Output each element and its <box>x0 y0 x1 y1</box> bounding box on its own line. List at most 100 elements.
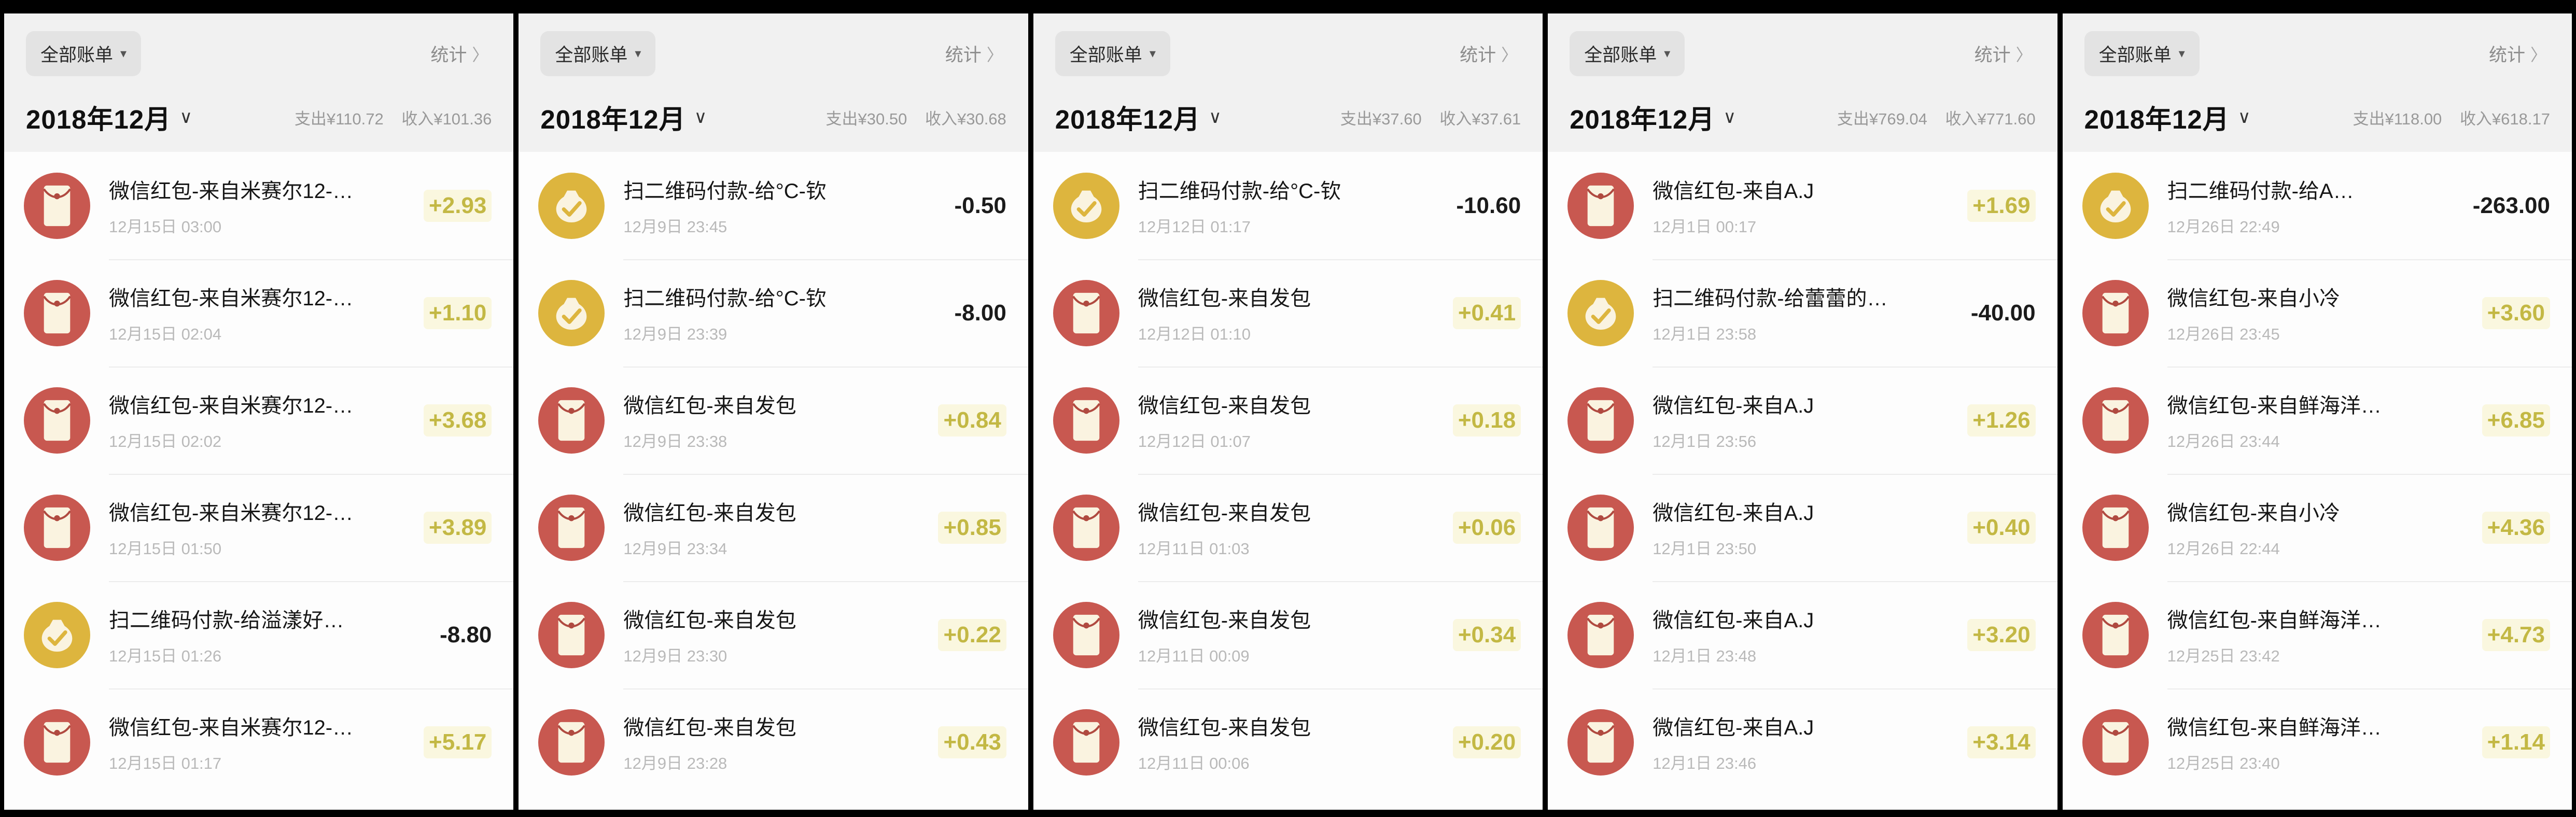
transaction-date: 12月1日 23:50 <box>1653 540 1757 558</box>
transaction-info: 微信红包-来自A.J 12月1日 00:17 <box>1653 174 1959 237</box>
avatar <box>2082 494 2149 561</box>
transaction-info: 微信红包-来自发包 12月11日 00:09 <box>1138 603 1445 666</box>
red-packet-icon <box>1072 722 1100 763</box>
transaction-row[interactable]: 微信红包-来自发包 12月9日 23:38 +0.84 <box>519 367 1028 474</box>
transaction-row[interactable]: 微信红包-来自发包 12月12日 01:07 +0.18 <box>1033 367 1543 474</box>
avatar <box>2082 279 2149 346</box>
filter-all-bills-button[interactable]: 全部账单 ▾ <box>26 31 142 76</box>
transaction-row[interactable]: 微信红包-来自发包 12月9日 23:28 +0.43 <box>519 688 1028 796</box>
transaction-amount: +0.84 <box>938 404 1006 436</box>
transaction-row[interactable]: 微信红包-来自发包 12月9日 23:34 +0.85 <box>519 474 1028 581</box>
transaction-row[interactable]: 微信红包-来自A.J 12月1日 00:17 +1.69 <box>1548 152 2057 259</box>
filter-all-bills-button[interactable]: 全部账单 ▾ <box>1055 31 1170 76</box>
transaction-title: 微信红包-来自米赛尔12-… <box>109 287 354 310</box>
transaction-amount: +1.14 <box>2482 726 2550 758</box>
transaction-row[interactable]: 微信红包-来自发包 12月11日 01:03 +0.06 <box>1033 474 1543 581</box>
transaction-amount: -263.00 <box>2472 192 2550 218</box>
avatar <box>1567 601 1634 668</box>
transaction-row[interactable]: 微信红包-来自米赛尔12-… 12月15日 01:17 +5.17 <box>4 688 514 796</box>
transaction-amount: -8.80 <box>440 622 492 647</box>
avatar <box>1053 494 1119 561</box>
transaction-row[interactable]: 微信红包-来自小冷 12月26日 22:44 +4.36 <box>2063 474 2572 581</box>
red-packet-icon <box>43 185 71 226</box>
transaction-info: 微信红包-来自发包 12月12日 01:07 <box>1138 389 1445 452</box>
filter-all-bills-button[interactable]: 全部账单 ▾ <box>540 31 656 76</box>
month-selector[interactable]: 2018年12月 ∨ <box>2084 98 2251 136</box>
statistics-button[interactable]: 统计 〉 <box>427 40 492 67</box>
month-label: 2018年12月 <box>540 105 686 134</box>
filter-all-bills-button[interactable]: 全部账单 ▾ <box>1570 31 1685 76</box>
transaction-row[interactable]: 微信红包-来自鲜海洋… 12月25日 23:42 +4.73 <box>2063 581 2572 688</box>
transaction-date: 12月25日 23:40 <box>2167 754 2280 772</box>
transaction-date: 12月9日 23:28 <box>623 754 727 772</box>
month-selector[interactable]: 2018年12月 ∨ <box>540 98 707 136</box>
avatar <box>538 279 605 346</box>
month-selector[interactable]: 2018年12月 ∨ <box>1570 98 1736 136</box>
chevron-down-icon: ∨ <box>179 107 193 127</box>
transaction-row[interactable]: 扫二维码付款-给°C-钦 12月9日 23:45 -0.50 <box>519 152 1028 259</box>
statistics-button[interactable]: 统计 〉 <box>1971 40 2036 67</box>
red-packet-icon <box>2101 507 2130 548</box>
statistics-button[interactable]: 统计 〉 <box>942 40 1006 67</box>
transaction-amount: +3.60 <box>2482 297 2550 329</box>
avatar <box>1567 279 1634 346</box>
transaction-title: 微信红包-来自发包 <box>1138 716 1311 739</box>
avatar <box>1053 279 1119 346</box>
transaction-row[interactable]: 微信红包-来自发包 12月11日 00:06 +0.20 <box>1033 688 1543 796</box>
statistics-label: 统计 <box>945 45 982 65</box>
transaction-row[interactable]: 微信红包-来自A.J 12月1日 23:50 +0.40 <box>1548 474 2057 581</box>
chevron-down-icon: ∨ <box>1723 107 1737 127</box>
transaction-info: 微信红包-来自小冷 12月26日 22:44 <box>2167 496 2474 559</box>
bill-panel-3: 全部账单 ▾ 统计 〉 2018年12月 ∨ 支出¥37.60 收入¥37.61 <box>1033 13 1543 810</box>
transaction-date: 12月26日 22:49 <box>2167 218 2280 236</box>
transaction-row[interactable]: 扫二维码付款-给°C-钦 12月9日 23:39 -8.00 <box>519 259 1028 367</box>
red-packet-icon <box>2101 292 2130 333</box>
month-selector[interactable]: 2018年12月 ∨ <box>26 98 192 136</box>
transaction-row[interactable]: 扫二维码付款-给溢漾好… 12月15日 01:26 -8.80 <box>4 581 514 688</box>
transaction-amount: +0.20 <box>1452 726 1521 758</box>
filter-all-bills-button[interactable]: 全部账单 ▾ <box>2084 31 2200 76</box>
transaction-row[interactable]: 微信红包-来自A.J 12月1日 23:48 +3.20 <box>1548 581 2057 688</box>
month-summary: 支出¥769.04 收入¥771.60 <box>1837 106 2036 129</box>
transaction-date: 12月11日 01:03 <box>1138 540 1250 558</box>
transaction-amount: +6.85 <box>2482 404 2550 436</box>
transaction-row[interactable]: 微信红包-来自发包 12月12日 01:10 +0.41 <box>1033 259 1543 367</box>
transaction-title: 扫二维码付款-给°C-钦 <box>1138 180 1341 203</box>
red-packet-icon <box>557 722 586 763</box>
income-total: 收入¥37.61 <box>1439 109 1521 128</box>
transaction-amount: +4.36 <box>2482 511 2550 544</box>
transaction-amount: +1.10 <box>424 297 492 329</box>
red-packet-icon <box>557 400 586 441</box>
chevron-down-icon: ▾ <box>2178 47 2185 61</box>
red-packet-icon <box>1587 507 1615 548</box>
statistics-button[interactable]: 统计 〉 <box>1457 40 1521 67</box>
money-bag-icon <box>556 190 587 222</box>
avatar <box>1567 172 1634 239</box>
transaction-row[interactable]: 扫二维码付款-给°C-钦 12月12日 01:17 -10.60 <box>1033 152 1543 259</box>
transaction-row[interactable]: 微信红包-来自米赛尔12-… 12月15日 03:00 +2.93 <box>4 152 513 259</box>
transaction-row[interactable]: 微信红包-来自小冷 12月26日 23:45 +3.60 <box>2063 259 2572 367</box>
red-packet-icon <box>1587 614 1615 655</box>
transaction-title: 微信红包-来自发包 <box>1138 395 1311 417</box>
avatar <box>2082 172 2149 239</box>
transaction-amount: +0.41 <box>1452 297 1521 329</box>
transaction-title: 微信红包-来自小冷 <box>2167 287 2340 310</box>
transaction-row[interactable]: 微信红包-来自米赛尔12-… 12月15日 02:02 +3.68 <box>4 367 514 474</box>
transaction-row[interactable]: 微信红包-来自发包 12月9日 23:30 +0.22 <box>519 581 1028 688</box>
transaction-row[interactable]: 微信红包-来自米赛尔12-… 12月15日 01:50 +3.89 <box>4 474 514 581</box>
transaction-title: 微信红包-来自鲜海洋… <box>2167 395 2382 417</box>
transaction-info: 扫二维码付款-给°C-钦 12月9日 23:45 <box>623 174 946 237</box>
transaction-date: 12月1日 23:58 <box>1653 325 1757 343</box>
transaction-row[interactable]: 微信红包-来自A.J 12月1日 23:56 +1.26 <box>1548 367 2057 474</box>
transaction-row[interactable]: 微信红包-来自鲜海洋… 12月26日 23:44 +6.85 <box>2063 367 2572 474</box>
month-selector[interactable]: 2018年12月 ∨ <box>1055 98 1222 136</box>
panel-topbar: 全部账单 ▾ 统计 〉 <box>4 13 513 80</box>
transaction-date: 12月12日 01:10 <box>1138 325 1251 343</box>
transaction-row[interactable]: 扫二维码付款-给A… 12月26日 22:49 -263.00 <box>2063 152 2572 259</box>
transaction-row[interactable]: 微信红包-来自鲜海洋… 12月25日 23:40 +1.14 <box>2063 688 2572 796</box>
statistics-button[interactable]: 统计 〉 <box>2486 40 2550 67</box>
transaction-row[interactable]: 微信红包-来自A.J 12月1日 23:46 +3.14 <box>1548 688 2057 796</box>
transaction-row[interactable]: 扫二维码付款-给蕾蕾的… 12月1日 23:58 -40.00 <box>1548 259 2057 367</box>
transaction-row[interactable]: 微信红包-来自发包 12月11日 00:09 +0.34 <box>1033 581 1543 688</box>
transaction-row[interactable]: 微信红包-来自米赛尔12-… 12月15日 02:04 +1.10 <box>4 259 514 367</box>
